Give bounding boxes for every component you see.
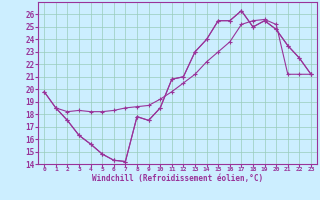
X-axis label: Windchill (Refroidissement éolien,°C): Windchill (Refroidissement éolien,°C) bbox=[92, 174, 263, 183]
